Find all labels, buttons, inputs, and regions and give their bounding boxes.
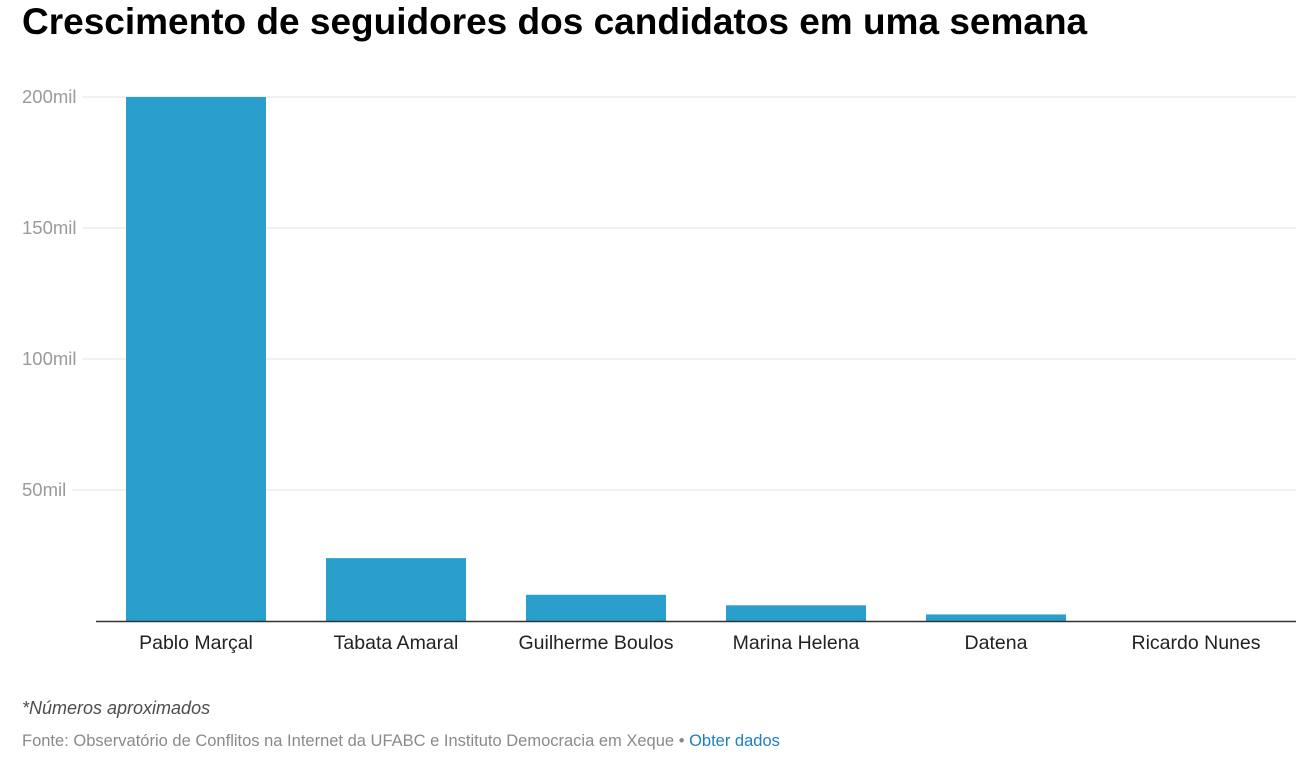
x-category-label: Ricardo Nunes <box>1132 632 1261 654</box>
y-axis-tick-labels: 50mil 100mil 150mil 200mil <box>20 86 83 500</box>
footnote: *Números aproximados <box>22 698 211 718</box>
chart-title: Crescimento de seguidores dos candidatos… <box>22 1 1088 42</box>
y-tick-label-backdrop <box>20 217 83 238</box>
x-category-label: Guilherme Boulos <box>519 632 674 654</box>
y-tick-label-backdrop <box>20 348 83 369</box>
x-category-label: Tabata Amaral <box>334 632 459 654</box>
source-text: Fonte: Observatório de Conflitos na Inte… <box>22 732 675 750</box>
bar-chart: 50mil 100mil 150mil 200mil Pablo Marçal Taba… <box>20 86 1296 654</box>
bar <box>726 605 866 621</box>
bar <box>326 558 466 621</box>
bars <box>126 97 1066 621</box>
y-tick-label: 200mil <box>22 86 77 107</box>
source-separator: • <box>678 732 685 750</box>
x-category-label: Marina Helena <box>733 632 860 654</box>
y-tick-label: 150mil <box>22 217 77 238</box>
y-tick-label-backdrop <box>20 86 83 107</box>
get-data-link[interactable]: Obter dados <box>689 732 780 750</box>
y-tick-label-backdrop <box>20 479 73 500</box>
y-tick-label: 100mil <box>22 348 77 369</box>
x-category-label: Datena <box>965 632 1028 654</box>
x-axis-category-labels: Pablo Marçal Tabata Amaral Guilherme Boulo… <box>139 632 1261 654</box>
y-tick-label: 50mil <box>22 479 66 500</box>
source-line: Fonte: Observatório de Conflitos na Inte… <box>22 731 780 751</box>
bar <box>126 97 266 621</box>
x-category-label: Pablo Marçal <box>139 632 253 654</box>
bar <box>926 614 1066 621</box>
bar <box>526 594 666 621</box>
